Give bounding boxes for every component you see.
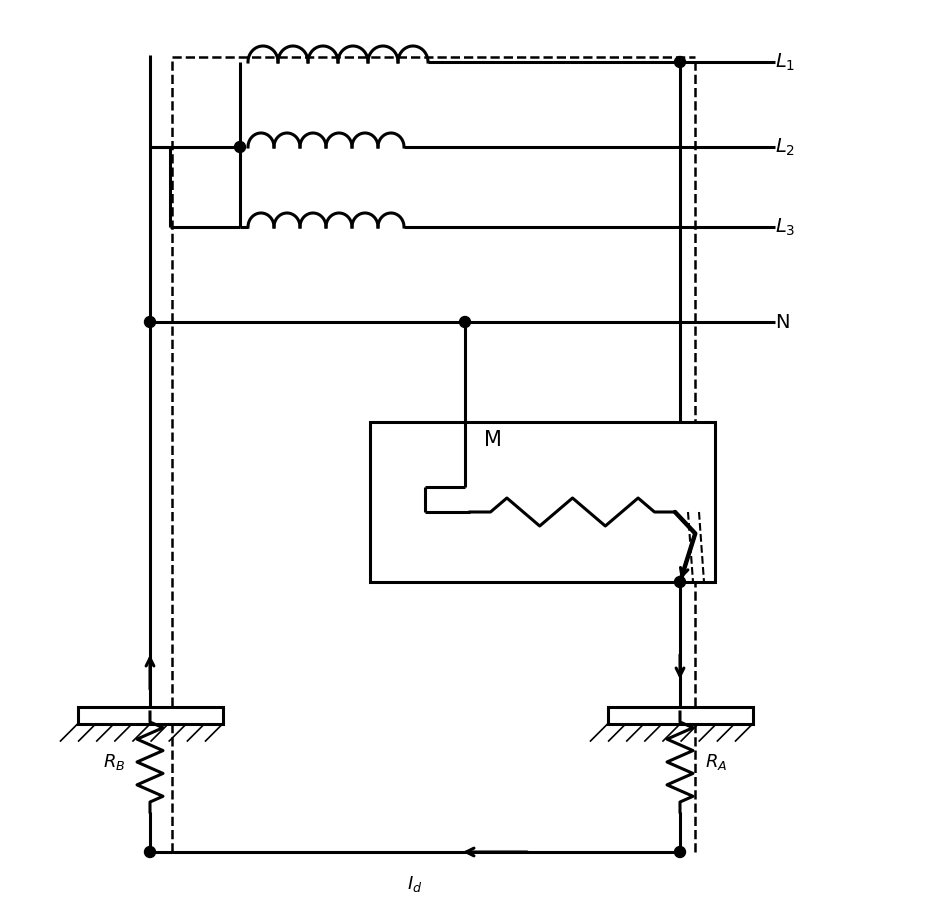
Circle shape xyxy=(234,141,246,152)
Text: $L_2$: $L_2$ xyxy=(774,137,794,158)
Circle shape xyxy=(145,316,155,327)
Bar xyxy=(77,707,222,724)
Text: $R_B$: $R_B$ xyxy=(103,752,125,772)
Text: N: N xyxy=(774,313,788,332)
Bar xyxy=(606,707,752,724)
Circle shape xyxy=(145,846,155,857)
Text: $L_3$: $L_3$ xyxy=(774,216,795,238)
Text: $L_1$: $L_1$ xyxy=(774,51,794,72)
Circle shape xyxy=(459,316,470,327)
Circle shape xyxy=(674,57,684,68)
Text: M: M xyxy=(483,430,501,450)
Circle shape xyxy=(674,577,684,588)
Text: $I_d$: $I_d$ xyxy=(407,874,423,894)
Bar xyxy=(369,422,714,582)
Text: $R_A$: $R_A$ xyxy=(704,752,726,772)
Circle shape xyxy=(674,846,684,857)
